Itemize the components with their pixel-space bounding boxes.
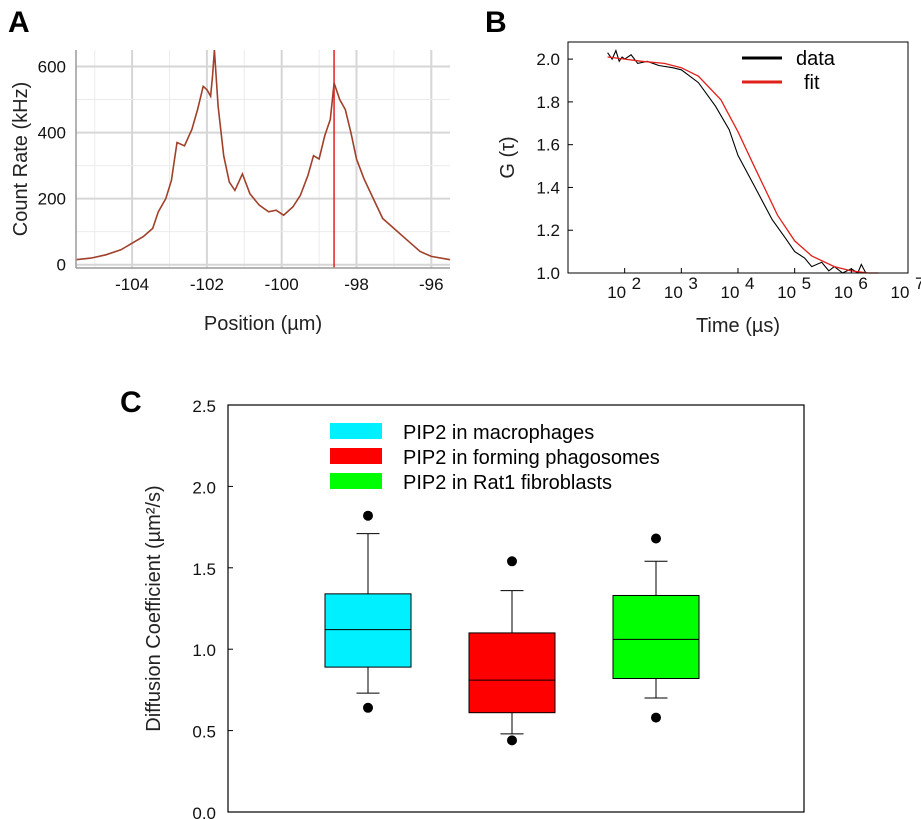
panel-b-y-tick-label: 1.8 [536, 93, 560, 112]
panel-c-box-group [324, 510, 412, 713]
panel-b-x-axis-title: Time (µs) [696, 315, 780, 337]
panel-b-x-tick-exponent: 2 [632, 274, 641, 293]
panel-b-x-tick-label: 10 [834, 283, 853, 302]
panel-b-x-tick-label: 10 [891, 283, 910, 302]
panel-b-legend-label: fit [804, 72, 820, 94]
panel-c-legend-swatch [330, 473, 382, 489]
panel-c-axes: 0.0 0.5 1.0 1.5 2.0 2.5 [192, 397, 805, 819]
panel-c-legend-swatch [330, 423, 382, 439]
panel-c-y-tick-label: 1.0 [192, 641, 216, 660]
panel-b-marks [607, 49, 879, 274]
panel-a-y-tick-label: 400 [38, 124, 66, 143]
panel-c-outlier-point [507, 556, 517, 567]
panel-c-box-group [612, 533, 700, 723]
panel-c-outlier-point [651, 712, 661, 723]
panel-b-series-fit [607, 56, 879, 274]
panel-b-chart: 10 2 10 3 10 4 10 5 10 6 10 7 1.0 1.2 1.4 1.6 1.8 2.0 dat… [497, 41, 921, 337]
panel-c-legend: PIP2 in macrophages PIP2 in forming phago… [330, 422, 660, 494]
panel-c-y-axis-title: Diffusion Coefficient (µm²/s) [143, 485, 165, 731]
panel-a-x-tick-label: -104 [115, 275, 149, 294]
panel-a-axes: -104 -102 -100 -98 -96 0 200 400 600 [38, 50, 450, 294]
panel-b-x-tick-exponent: 4 [745, 274, 754, 293]
panel-b-y-tick-label: 1.6 [536, 136, 560, 155]
panel-c-legend-label: PIP2 in forming phagosomes [403, 447, 660, 469]
panel-c-legend-swatch [330, 448, 382, 464]
panel-c-outlier-point [507, 735, 517, 746]
panel-label-a: A [8, 6, 30, 39]
panel-a-y-tick-label: 600 [38, 58, 66, 77]
panel-b-x-tick-label: 10 [664, 283, 683, 302]
panel-b-y-tick-label: 1.4 [536, 178, 560, 197]
panel-label-b: B [485, 6, 507, 39]
panel-c-y-tick-label: 2.5 [192, 397, 216, 416]
panel-c-y-tick-label: 0.0 [192, 804, 216, 819]
panel-a-x-tick-label: -100 [265, 275, 299, 294]
panel-b-axes: 10 2 10 3 10 4 10 5 10 6 10 7 1.0 1.2 1.4 1.6 1.8 2.0 [536, 41, 921, 302]
panel-c-outlier-point [363, 702, 373, 713]
panel-b-y-tick-label: 1.2 [536, 221, 560, 240]
panel-b-x-tick-exponent: 6 [858, 274, 867, 293]
panel-b-x-tick-label: 10 [777, 283, 796, 302]
panel-b-plot-frame [567, 41, 909, 274]
panel-a-marks [75, 49, 451, 268]
panel-c-marks [324, 510, 700, 746]
panel-c-box [324, 593, 412, 668]
panel-c-box-group [468, 556, 556, 746]
panel-b-y-tick-label: 2.0 [536, 50, 560, 69]
panel-a-y-axis-title: Count Rate (kHz) [10, 82, 32, 237]
panel-c-plot-frame [227, 404, 805, 813]
panel-c-outlier-point [363, 510, 373, 521]
panel-c-outlier-point [651, 533, 661, 544]
panel-b-legend: data fit [742, 48, 836, 94]
panel-c-legend-label: PIP2 in Rat1 fibroblasts [403, 472, 612, 494]
panel-a-series-line [75, 49, 451, 261]
panel-b-x-tick-label: 10 [607, 283, 626, 302]
panel-label-c: C [120, 386, 142, 419]
panel-c-chart: 0.00.51.01.52.02.5 PIP2 in macrophagesPI… [143, 397, 805, 819]
panel-b-series-data [607, 49, 874, 274]
panel-b-x-tick-exponent: 3 [688, 274, 697, 293]
panel-a-x-tick-label: -96 [419, 275, 444, 294]
panel-a-x-tick-label: -98 [344, 275, 369, 294]
panel-c-box [612, 594, 700, 680]
panel-a-grid [76, 50, 450, 268]
panel-b-x-tick-exponent: 7 [915, 274, 921, 293]
panel-a-y-tick-label: 0 [57, 256, 66, 275]
panel-b-y-axis-title: G (τ) [497, 136, 519, 178]
panel-c-legend-label: PIP2 in macrophages [403, 422, 594, 444]
panel-a-x-axis-title: Position (µm) [204, 313, 322, 335]
panel-a-chart: -104 -102 -100 -98 -96 0 200 400 600 Position (µ… [10, 49, 451, 335]
panel-a-x-tick-label: -102 [190, 275, 224, 294]
panel-b-y-tick-label: 1.0 [536, 264, 560, 283]
panel-c-y-tick-label: 2.0 [192, 478, 216, 497]
panel-b-x-tick-label: 10 [721, 283, 740, 302]
panel-b-legend-label: data [796, 48, 836, 70]
panel-b-x-tick-exponent: 5 [802, 274, 811, 293]
panel-c-box [468, 632, 556, 714]
panel-c-y-tick-label: 0.5 [192, 723, 216, 742]
panel-a-y-tick-label: 200 [38, 190, 66, 209]
panel-c-y-tick-label: 1.5 [192, 560, 216, 579]
